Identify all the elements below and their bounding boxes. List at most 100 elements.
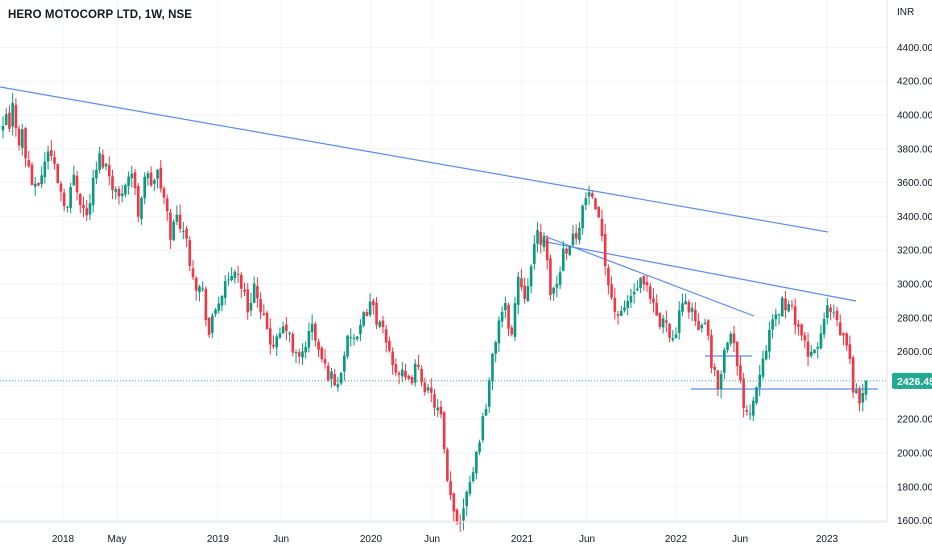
candle-body [716,370,720,390]
candle-body [761,358,765,377]
candle-body [88,203,92,215]
candle-body [281,326,285,334]
y-tick-label: 1600.00 [897,516,932,527]
candle-body [82,204,85,209]
candle-body [439,406,443,415]
candle-body [1,126,5,131]
candle-body [768,329,771,352]
y-tick-label: 2800.00 [897,313,932,324]
candle-body [780,297,784,317]
candle-body [510,327,514,335]
candle-body [165,198,169,212]
candle-body [665,320,668,323]
candle-body [156,169,159,179]
x-tick-label: 2020 [360,534,383,545]
candle-body [262,313,266,315]
candle-body [75,175,79,193]
candle-body [259,299,262,313]
candle-body [465,491,469,507]
candle-body [619,310,623,316]
candle-body [133,172,137,189]
candle-body [188,240,192,266]
candle-body [349,337,353,339]
candle-body [429,387,433,393]
candle-body [813,349,816,353]
candle-body [130,173,134,179]
candle-body [816,346,819,349]
candle-body [803,335,807,341]
candle-body [777,314,781,316]
y-tick-label: 3400.00 [897,212,932,223]
candle-body [162,188,166,198]
candle-body [201,288,204,290]
candle-body [14,104,18,129]
candle-body [458,522,462,524]
chart-title: HERO MOTOCORP LTD, 1W, NSE [8,9,193,21]
candle-body [33,183,37,187]
candle-body [558,272,562,285]
candle-body [684,301,687,305]
candle-body [739,365,742,381]
candle-body [855,390,858,394]
candle-body [17,128,21,146]
candle-body [114,189,118,192]
candle-body [645,282,649,286]
candle-body [545,238,549,261]
candle-body [69,187,72,208]
candle-body [278,333,282,338]
candle-body [826,305,829,319]
candle-body [91,177,95,206]
candle-body [764,350,768,360]
candle-body [468,482,472,494]
candle-body [742,378,745,408]
candle-body [400,369,404,377]
candle-body [272,344,275,347]
candle-body [562,248,565,271]
candle-body [62,192,66,207]
candle-body [433,394,436,408]
candle-body [410,377,414,384]
candle-body [95,169,98,179]
candle-body [30,164,34,186]
candle-body [256,286,259,299]
candle-body [8,112,11,129]
candle-body [204,288,208,321]
candle-body [565,248,568,254]
candle-body [549,258,552,296]
candle-body [388,341,391,351]
candle-body [610,284,613,298]
candle-body [677,310,681,333]
candle-body [629,295,633,303]
candle-body [426,387,430,391]
candle-body [790,305,794,307]
candle-body [623,307,626,311]
candle-body [339,372,343,384]
candle-body [848,344,852,359]
candle-body [735,341,739,366]
candle-body [127,176,130,187]
currency-label: INR [897,7,914,18]
candle-body [53,157,56,164]
candle-body [98,153,101,171]
candle-body [597,206,601,218]
candle-body [471,472,475,482]
candle-body [706,320,710,336]
candle-body [407,376,411,379]
candle-body [539,232,543,245]
candle-body [172,221,175,241]
candle-body [185,228,188,239]
candle-body [613,297,617,312]
candle-body [46,151,50,162]
candle-body [668,323,671,338]
candle-body [175,214,179,222]
candle-body [732,333,736,344]
candle-body [230,275,233,280]
candle-body [726,342,729,351]
candle-body [146,173,150,179]
candle-body [845,333,848,346]
candle-body [639,278,642,289]
candle-body [809,351,813,356]
candle-body [858,388,861,404]
candle-body [207,317,211,335]
